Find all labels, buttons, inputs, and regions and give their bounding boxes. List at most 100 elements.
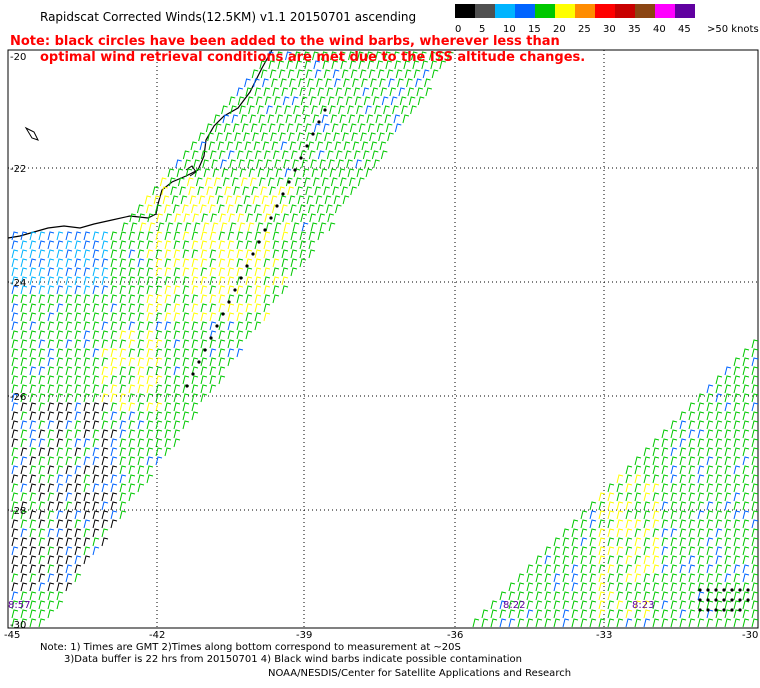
wind-barb bbox=[205, 123, 213, 133]
wind-barb bbox=[47, 609, 55, 619]
wind-barb bbox=[634, 564, 642, 574]
wind-barb bbox=[724, 582, 732, 592]
contamination-circle bbox=[722, 598, 726, 602]
wind-barb bbox=[416, 87, 424, 97]
wind-barb bbox=[439, 60, 446, 70]
wind-barb bbox=[164, 321, 172, 331]
wind-barb bbox=[247, 222, 255, 232]
wind-barb bbox=[184, 222, 192, 232]
wind-barb bbox=[101, 501, 109, 511]
wind-barb bbox=[47, 330, 55, 340]
wind-barb bbox=[101, 348, 109, 358]
wind-barb bbox=[216, 195, 224, 205]
wind-barb bbox=[254, 258, 262, 268]
wind-barb bbox=[374, 105, 381, 115]
wind-barb bbox=[688, 456, 696, 466]
wind-barb bbox=[246, 213, 253, 223]
wind-barb bbox=[101, 537, 109, 547]
wind-barb bbox=[47, 510, 55, 520]
wind-barb bbox=[209, 303, 217, 313]
wind-barb bbox=[607, 609, 615, 619]
wind-barb bbox=[209, 330, 217, 340]
wind-barb bbox=[146, 303, 154, 313]
wind-barb bbox=[164, 402, 172, 412]
wind-barb bbox=[562, 591, 570, 601]
wind-barb bbox=[119, 384, 127, 394]
wind-barb bbox=[11, 330, 19, 340]
wind-barb bbox=[83, 411, 91, 421]
wind-barb bbox=[256, 222, 264, 232]
wind-barb bbox=[742, 465, 750, 475]
wind-barb bbox=[652, 600, 660, 610]
wind-barb bbox=[56, 249, 64, 259]
wind-barb bbox=[490, 618, 498, 628]
wind-barb bbox=[128, 285, 136, 295]
wind-barb bbox=[296, 186, 303, 196]
wind-barb bbox=[56, 312, 64, 322]
wind-barb bbox=[284, 105, 291, 115]
wind-barb bbox=[270, 132, 277, 142]
wind-barb bbox=[65, 546, 73, 556]
time-label: 8:22 bbox=[503, 600, 525, 611]
wind-barb bbox=[173, 249, 181, 259]
wind-barb bbox=[56, 330, 64, 340]
wind-barb bbox=[733, 357, 741, 367]
wind-barb bbox=[360, 132, 367, 142]
time-label: 8:23 bbox=[632, 600, 654, 611]
wind-barb bbox=[634, 555, 642, 565]
wind-barb bbox=[290, 258, 298, 268]
wind-barb bbox=[348, 51, 355, 61]
wind-barb bbox=[670, 510, 678, 520]
wind-barb bbox=[263, 150, 271, 160]
wind-barb bbox=[661, 465, 669, 475]
wind-barb bbox=[271, 141, 279, 151]
wind-barb bbox=[110, 501, 118, 511]
wind-barb bbox=[562, 555, 570, 565]
wind-barb bbox=[308, 249, 316, 259]
wind-barb bbox=[128, 384, 136, 394]
wind-barb bbox=[47, 474, 55, 484]
wind-barb bbox=[65, 492, 73, 502]
wind-barb bbox=[499, 591, 507, 601]
wind-barb bbox=[634, 510, 642, 520]
wind-barb bbox=[65, 573, 73, 583]
wind-barb bbox=[101, 483, 109, 493]
wind-barb bbox=[65, 474, 73, 484]
wind-barb bbox=[661, 555, 669, 565]
wind-barb bbox=[276, 51, 283, 61]
wind-barb bbox=[47, 546, 55, 556]
wind-barb bbox=[11, 456, 19, 466]
wind-barb bbox=[715, 492, 723, 502]
wind-barb bbox=[589, 618, 597, 628]
contamination-circle bbox=[698, 588, 702, 592]
wind-barb bbox=[571, 528, 579, 538]
wind-barb bbox=[20, 285, 28, 295]
wind-barb bbox=[56, 510, 64, 520]
wind-barb bbox=[252, 195, 260, 205]
wind-barb bbox=[751, 618, 759, 628]
wind-barb bbox=[280, 141, 288, 151]
wind-barb bbox=[272, 249, 280, 259]
wind-barb bbox=[162, 195, 170, 205]
wind-barb bbox=[245, 285, 253, 295]
wind-barb bbox=[128, 483, 136, 493]
wind-barb bbox=[245, 87, 253, 97]
wind-barb bbox=[11, 258, 19, 268]
wind-barb bbox=[74, 510, 82, 520]
wind-barb bbox=[724, 537, 732, 547]
wind-barb bbox=[733, 519, 741, 529]
wind-barb bbox=[146, 312, 154, 322]
wind-barb bbox=[101, 528, 109, 538]
wind-barb bbox=[724, 465, 732, 475]
wind-barb bbox=[209, 366, 217, 376]
wind-barb bbox=[236, 285, 244, 295]
wind-barb bbox=[371, 87, 379, 97]
wind-barb bbox=[357, 51, 364, 61]
wind-barb bbox=[634, 618, 642, 628]
wind-barb bbox=[20, 249, 28, 259]
wind-barb bbox=[74, 474, 82, 484]
wind-barb bbox=[11, 519, 19, 529]
wind-barb bbox=[616, 510, 624, 520]
wind-barb bbox=[688, 528, 696, 538]
wind-barb bbox=[38, 555, 46, 565]
